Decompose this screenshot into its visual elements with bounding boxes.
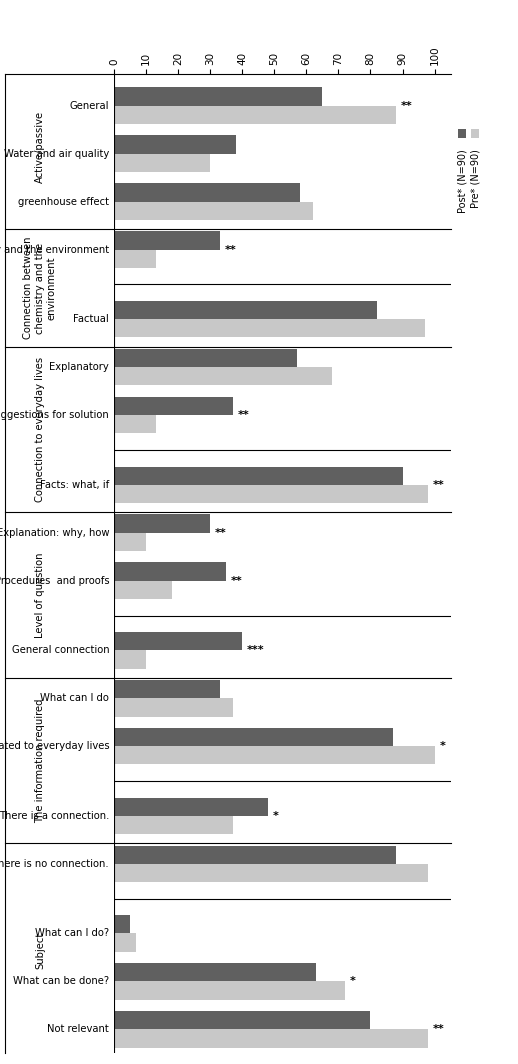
- Text: *: *: [272, 811, 279, 820]
- Text: What can I do: What can I do: [40, 694, 109, 703]
- Bar: [114, 319, 425, 337]
- Text: Pre* (N=90): Pre* (N=90): [470, 149, 480, 207]
- Text: **: **: [433, 480, 445, 489]
- Bar: [114, 515, 210, 533]
- Bar: [114, 87, 322, 105]
- Bar: [114, 650, 146, 668]
- Text: *: *: [350, 977, 355, 986]
- Text: **: **: [215, 528, 227, 537]
- Bar: [114, 397, 233, 415]
- Text: Post* (N=90): Post* (N=90): [457, 149, 467, 213]
- Bar: [114, 466, 402, 485]
- Text: Explanation: why, how: Explanation: why, how: [0, 528, 109, 537]
- Bar: [114, 485, 428, 503]
- Text: What can be done?: What can be done?: [13, 977, 109, 986]
- Bar: [114, 915, 130, 933]
- Bar: [114, 728, 393, 746]
- Bar: [114, 231, 220, 250]
- Text: Not relevant: Not relevant: [48, 1025, 109, 1034]
- Text: Water and air quality: Water and air quality: [4, 149, 109, 159]
- Bar: [114, 1011, 370, 1029]
- Bar: [114, 135, 236, 153]
- Bar: [114, 680, 220, 698]
- Text: **: **: [401, 101, 413, 111]
- Text: Facts: what, if: Facts: what, if: [40, 480, 109, 489]
- Bar: [114, 933, 136, 951]
- Bar: [114, 367, 332, 385]
- Text: Active/passive: Active/passive: [35, 111, 45, 183]
- Bar: [114, 816, 233, 834]
- Bar: [114, 981, 345, 999]
- Text: **: **: [225, 245, 236, 254]
- Bar: [114, 846, 396, 864]
- Bar: [114, 864, 428, 882]
- Text: *: *: [439, 742, 445, 751]
- Text: What can I do?: What can I do?: [35, 929, 109, 938]
- Text: Procedures  and proofs: Procedures and proofs: [0, 576, 109, 585]
- Text: Connection between
chemistry and the
environment: Connection between chemistry and the env…: [23, 237, 56, 339]
- Bar: [114, 183, 300, 202]
- Bar: [114, 581, 171, 599]
- Text: ***: ***: [247, 645, 265, 655]
- Bar: [114, 153, 210, 172]
- Bar: [114, 533, 146, 551]
- Text: Chemistry and the environment: Chemistry and the environment: [0, 245, 109, 254]
- Text: greenhouse effect: greenhouse effect: [18, 197, 109, 206]
- Bar: [114, 1029, 428, 1048]
- Bar: [114, 105, 396, 123]
- Text: Explanatory: Explanatory: [49, 362, 109, 372]
- Text: **: **: [237, 410, 249, 420]
- Text: General connection: General connection: [11, 645, 109, 655]
- Text: Level of question: Level of question: [35, 552, 45, 637]
- Bar: [114, 746, 435, 765]
- Text: There is no connection.: There is no connection.: [0, 859, 109, 869]
- Bar: [114, 415, 155, 433]
- Text: There is a connection.: There is a connection.: [0, 811, 109, 820]
- Text: The information required: The information required: [35, 698, 45, 822]
- Text: Suggestions for solution: Suggestions for solution: [0, 410, 109, 420]
- Bar: [114, 963, 316, 981]
- Bar: [114, 301, 377, 319]
- Text: **: **: [231, 576, 243, 585]
- Bar: [114, 250, 155, 268]
- Text: General: General: [69, 101, 109, 111]
- Bar: [114, 202, 313, 220]
- Text: Not related to everyday lives: Not related to everyday lives: [0, 742, 109, 751]
- Text: Subject: Subject: [35, 932, 45, 969]
- Text: Connection to everyday lives: Connection to everyday lives: [35, 358, 45, 502]
- Text: **: **: [433, 1025, 445, 1034]
- Text: Factual: Factual: [74, 314, 109, 325]
- Bar: [114, 632, 242, 650]
- Bar: [114, 698, 233, 716]
- Bar: [114, 563, 226, 581]
- Bar: [114, 349, 297, 367]
- Bar: [114, 798, 268, 816]
